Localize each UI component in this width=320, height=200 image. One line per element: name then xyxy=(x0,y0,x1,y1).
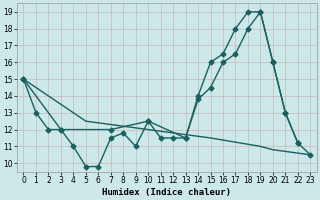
X-axis label: Humidex (Indice chaleur): Humidex (Indice chaleur) xyxy=(102,188,231,197)
